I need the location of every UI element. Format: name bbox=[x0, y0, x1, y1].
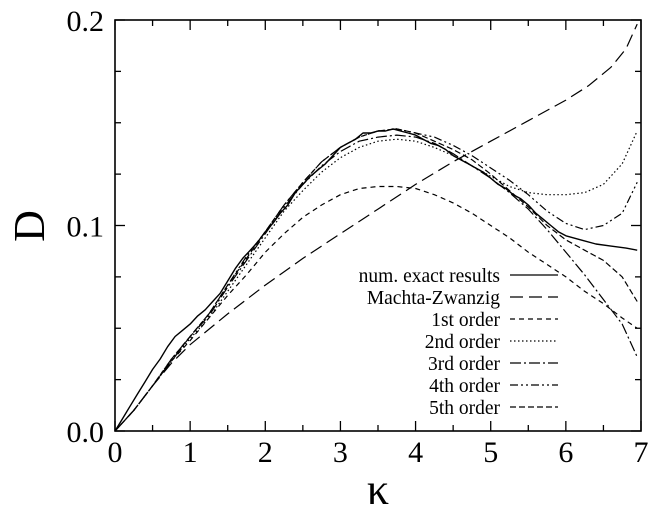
plot-frame bbox=[114, 19, 642, 432]
x-tick-label: 1 bbox=[183, 436, 198, 469]
x-tick-label: 3 bbox=[333, 436, 348, 469]
legend-label: 4th order bbox=[429, 376, 500, 397]
legend-label: Machta-Zwanzig bbox=[367, 288, 500, 309]
legend-label: num. exact results bbox=[359, 266, 500, 287]
x-tick-label: 6 bbox=[558, 436, 573, 469]
series-line bbox=[114, 130, 638, 432]
legend-label: 1st order bbox=[431, 310, 500, 331]
x-axis-label: κ bbox=[367, 465, 389, 508]
y-tick-label: 0.1 bbox=[67, 211, 105, 244]
tick-marks bbox=[114, 19, 642, 432]
x-tick-label: 4 bbox=[408, 436, 423, 469]
series-lines bbox=[114, 23, 638, 432]
y-tick-label: 0.2 bbox=[67, 5, 105, 38]
series-line bbox=[114, 23, 638, 432]
x-tick-label: 5 bbox=[483, 436, 498, 469]
tick-labels: 0 1 2 3 4 5 6 7 0.0 0.1 0.2 bbox=[67, 5, 649, 469]
y-axis-label: D bbox=[5, 210, 54, 242]
x-tick-label: 0 bbox=[108, 436, 123, 469]
legend-label: 3rd order bbox=[428, 354, 501, 375]
legend-label: 2nd order bbox=[425, 332, 501, 353]
series-line bbox=[114, 128, 638, 432]
series-line bbox=[114, 134, 638, 432]
x-tick-label: 2 bbox=[258, 436, 273, 469]
series-line bbox=[114, 128, 638, 432]
legend-label: 5th order bbox=[429, 398, 500, 419]
x-tick-label: 7 bbox=[634, 436, 649, 469]
series-line bbox=[114, 128, 638, 432]
y-tick-label: 0.0 bbox=[67, 416, 105, 449]
